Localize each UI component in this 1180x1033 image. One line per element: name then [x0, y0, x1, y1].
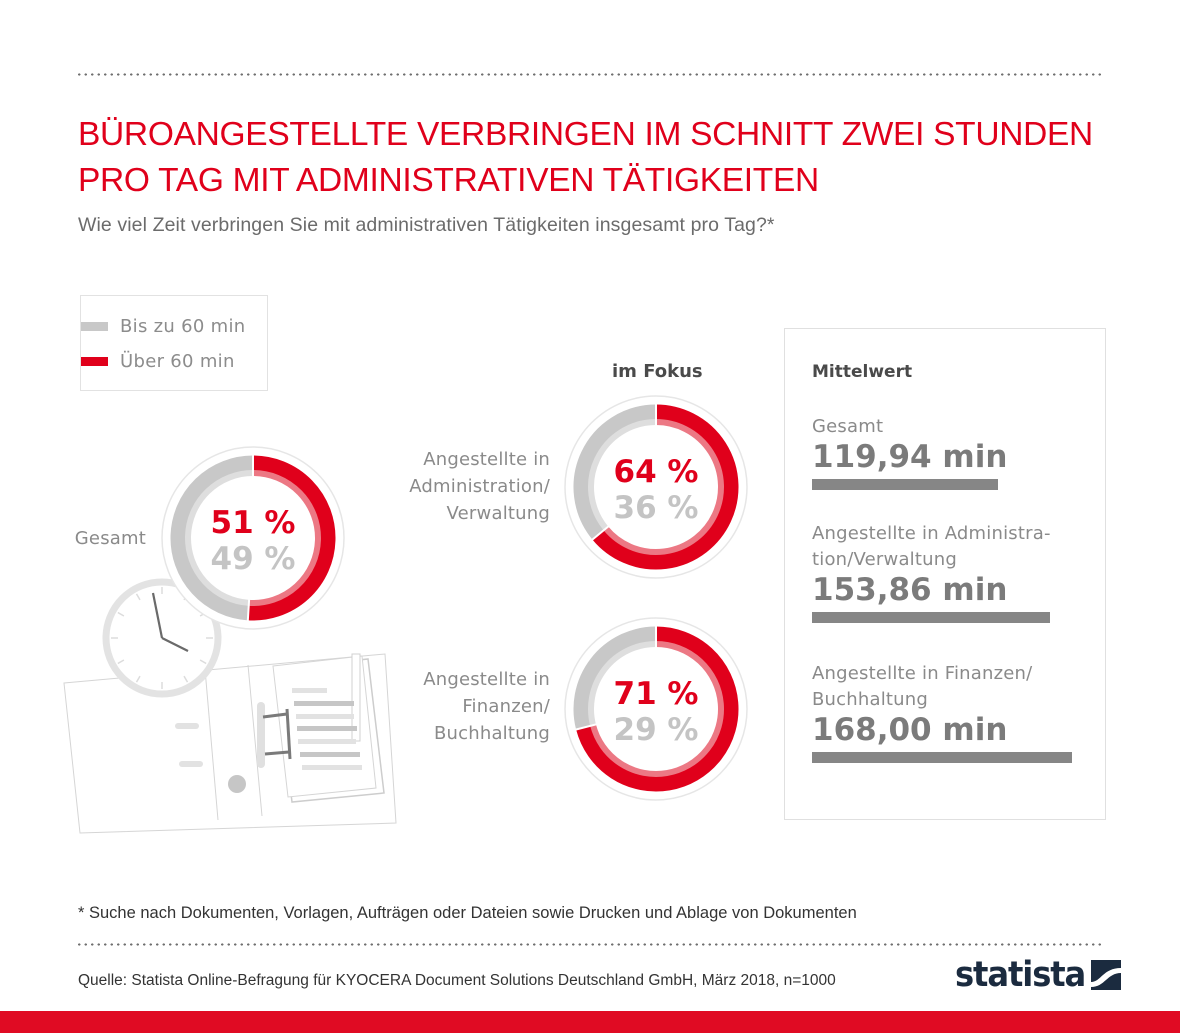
- title-line-1: BÜROANGESTELLTE VERBRINGEN IM SCHNITT ZW…: [78, 116, 1093, 153]
- legend-label: Bis zu 60 min: [120, 316, 246, 337]
- legend-item-ueber-60: Über 60 min: [81, 351, 235, 372]
- donut-value-up-to-60: 36 %: [614, 490, 699, 526]
- donut-chart: 51 %49 %: [161, 446, 345, 630]
- donut-slice-over-60: [247, 455, 336, 621]
- donut-label-administration: Angestellte in Administration/ Verwaltun…: [360, 446, 550, 527]
- mean-label: tion/Verwaltung: [812, 549, 957, 570]
- clock-illustration-icon: [102, 578, 222, 698]
- donut-separator: [591, 522, 613, 541]
- donut-label-line: Angestellte in: [423, 449, 550, 470]
- mean-bar: [812, 752, 1072, 763]
- donut-separator: [575, 722, 602, 731]
- mean-bar: [812, 612, 1051, 623]
- donut-separator: [246, 594, 251, 621]
- donut-value-over-60: 64 %: [614, 454, 699, 490]
- donut-slice-up-to-60: [573, 404, 657, 540]
- page-title: BÜROANGESTELLTE VERBRINGEN IM SCHNITT ZW…: [78, 112, 1118, 204]
- mean-bar: [812, 479, 998, 490]
- donut-value-over-60: 51 %: [211, 505, 296, 541]
- donut-slice-up-to-60-inner: [588, 419, 657, 531]
- mean-value: 153,86 min: [812, 572, 1008, 608]
- donut-slice-up-to-60: [170, 455, 254, 621]
- donut-value-up-to-60: 49 %: [211, 541, 296, 577]
- mean-heading: Mittelwert: [812, 362, 913, 382]
- statista-logo[interactable]: statista: [955, 955, 1121, 995]
- statista-logo-icon: [1090, 960, 1121, 990]
- mean-label: Gesamt: [812, 416, 884, 437]
- subtitle: Wie viel Zeit verbringen Sie mit adminis…: [78, 214, 775, 236]
- mean-label: Buchhaltung: [812, 689, 929, 710]
- donut-slice-up-to-60: [573, 626, 657, 730]
- donut-label-finanzen: Angestellte in Finanzen/ Buchhaltung: [360, 666, 550, 747]
- legend-swatch-red: [81, 357, 108, 366]
- donut-slice-over-60-inner: [590, 641, 724, 777]
- donut-chart: 71 %29 %: [564, 617, 748, 801]
- donut-slice-over-60-inner: [248, 470, 321, 606]
- mean-value: 168,00 min: [812, 712, 1008, 748]
- donut-slice-over-60: [576, 626, 739, 792]
- bottom-dotted-divider: [76, 943, 1104, 946]
- mean-item-administration: Angestellte in Administra- tion/Verwaltu…: [812, 521, 1092, 623]
- legend: Bis zu 60 min Über 60 min: [80, 295, 268, 391]
- donut-slice-up-to-60-inner: [185, 470, 253, 606]
- top-dotted-divider: [76, 73, 1104, 76]
- mean-item-gesamt: Gesamt 119,94 min: [812, 414, 1092, 490]
- donut-chart: 64 %36 %: [564, 395, 748, 579]
- donut-value-up-to-60: 29 %: [614, 712, 699, 748]
- mean-label: Angestellte in Administra-: [812, 523, 1051, 544]
- donut-value-over-60: 71 %: [614, 676, 699, 712]
- legend-item-bis-60: Bis zu 60 min: [81, 316, 246, 337]
- donut-slice-over-60: [592, 404, 739, 570]
- footnote: * Suche nach Dokumenten, Vorlagen, Auftr…: [78, 904, 857, 922]
- donut-label-gesamt: Gesamt: [74, 528, 146, 549]
- title-line-2: PRO TAG MIT ADMINISTRATIVEN TÄTIGKEITEN: [78, 162, 819, 199]
- legend-label: Über 60 min: [120, 351, 235, 372]
- source-note: Quelle: Statista Online-Befragung für KY…: [78, 972, 836, 989]
- donut-label-line: Angestellte in: [423, 669, 550, 690]
- footer-color-bar: [0, 1011, 1180, 1033]
- legend-swatch-gray: [81, 322, 108, 331]
- donut-slice-over-60-inner: [603, 419, 724, 555]
- mean-label: Angestellte in Finanzen/: [812, 663, 1033, 684]
- mean-panel: Mittelwert Gesamt 119,94 min Angestellte…: [784, 328, 1106, 820]
- donut-slice-up-to-60-inner: [588, 641, 657, 726]
- mean-value: 119,94 min: [812, 439, 1008, 475]
- brand-name: statista: [955, 955, 1086, 995]
- binder-illustration-icon: [63, 653, 397, 834]
- focus-heading: im Fokus: [612, 361, 703, 382]
- donut-label-line: Verwaltung: [446, 503, 550, 524]
- donut-label-line: Buchhaltung: [433, 723, 550, 744]
- mean-item-finanzen: Angestellte in Finanzen/ Buchhaltung 168…: [812, 661, 1092, 763]
- donut-label-line: Finanzen/: [462, 696, 550, 717]
- donut-label-line: Administration/: [409, 476, 550, 497]
